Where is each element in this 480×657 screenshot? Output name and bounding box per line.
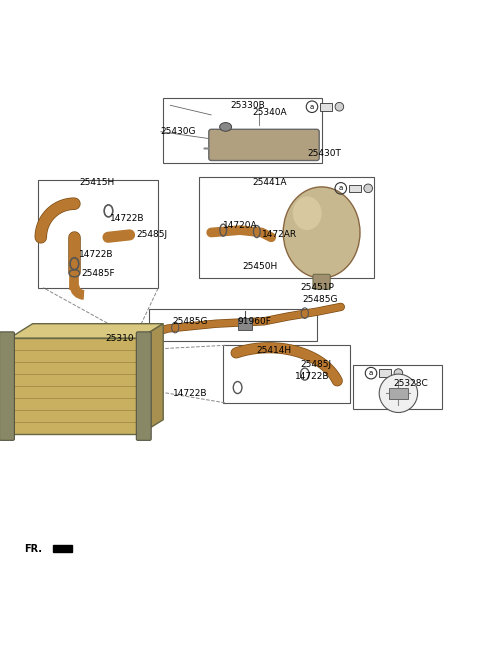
Text: 91960F: 91960F <box>238 317 272 326</box>
Text: 14722B: 14722B <box>79 250 114 259</box>
FancyBboxPatch shape <box>379 369 391 377</box>
Text: a: a <box>369 370 373 376</box>
FancyBboxPatch shape <box>199 177 374 278</box>
Text: 25415H: 25415H <box>79 177 114 187</box>
Ellipse shape <box>394 369 403 378</box>
Text: a: a <box>339 185 343 191</box>
Ellipse shape <box>283 187 360 278</box>
Text: 25485G: 25485G <box>173 317 208 326</box>
FancyBboxPatch shape <box>320 103 332 110</box>
Text: 25330B: 25330B <box>230 101 265 110</box>
FancyBboxPatch shape <box>149 309 317 340</box>
Text: 25430G: 25430G <box>161 127 196 136</box>
FancyBboxPatch shape <box>209 129 319 160</box>
Text: 25310: 25310 <box>106 334 134 342</box>
Text: 25451P: 25451P <box>300 283 334 292</box>
FancyBboxPatch shape <box>313 274 330 289</box>
Text: 1472AR: 1472AR <box>262 231 297 239</box>
Text: 25441A: 25441A <box>252 177 287 187</box>
FancyBboxPatch shape <box>10 338 140 434</box>
FancyBboxPatch shape <box>136 332 151 440</box>
Ellipse shape <box>335 102 344 111</box>
Text: 25328C: 25328C <box>394 379 428 388</box>
Circle shape <box>379 374 418 413</box>
FancyBboxPatch shape <box>238 318 252 330</box>
Text: 25340A: 25340A <box>252 108 287 117</box>
Text: 25414H: 25414H <box>257 346 292 355</box>
Text: 14720A: 14720A <box>223 221 258 230</box>
Text: a: a <box>310 104 314 110</box>
Text: 14722B: 14722B <box>295 372 330 381</box>
FancyBboxPatch shape <box>163 98 322 163</box>
FancyBboxPatch shape <box>389 388 408 399</box>
Text: 25485J: 25485J <box>300 360 331 369</box>
Text: FR.: FR. <box>24 544 42 555</box>
Text: 25485J: 25485J <box>137 231 168 239</box>
FancyBboxPatch shape <box>353 365 442 409</box>
Polygon shape <box>140 324 163 434</box>
FancyBboxPatch shape <box>349 185 361 193</box>
Text: 25450H: 25450H <box>242 261 277 271</box>
Text: 25485F: 25485F <box>82 269 115 278</box>
Text: 25430T: 25430T <box>307 148 341 158</box>
Text: 25485G: 25485G <box>302 295 338 304</box>
Polygon shape <box>10 324 163 338</box>
Ellipse shape <box>293 196 322 230</box>
Text: 14722B: 14722B <box>110 214 145 223</box>
FancyBboxPatch shape <box>0 332 14 440</box>
FancyBboxPatch shape <box>223 346 350 403</box>
Polygon shape <box>53 545 72 552</box>
FancyBboxPatch shape <box>38 180 158 288</box>
Text: 14722B: 14722B <box>173 389 207 397</box>
Ellipse shape <box>364 184 372 193</box>
Ellipse shape <box>219 123 232 131</box>
